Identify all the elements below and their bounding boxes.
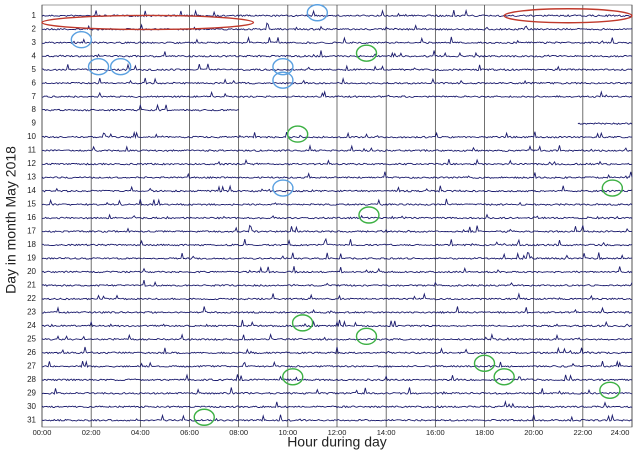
highlight-circle	[355, 44, 378, 62]
highlight-ellipse	[503, 8, 633, 24]
day-trace	[41, 50, 633, 58]
highlight-circle	[272, 57, 294, 76]
day-trace	[42, 237, 633, 247]
y-tick-label: 9	[32, 119, 37, 128]
highlight-circle	[193, 408, 215, 426]
day-trace	[41, 76, 633, 85]
day-trace	[41, 333, 633, 341]
day-trace	[41, 400, 633, 409]
day-trace	[41, 251, 633, 261]
day-trace	[41, 184, 633, 193]
highlight-circle	[599, 381, 621, 399]
y-tick-label: 21	[27, 281, 36, 290]
y-tick-label: 24	[27, 321, 36, 330]
y-tick-label: 4	[32, 51, 37, 60]
y-tick-label: 30	[27, 402, 36, 411]
y-tick-label: 19	[27, 254, 36, 263]
x-tick-label: 18:00	[475, 428, 494, 437]
y-tick-label: 23	[27, 307, 36, 316]
y-tick-label: 16	[27, 213, 36, 222]
x-tick-label: 20:00	[524, 428, 543, 437]
day-trace	[41, 413, 633, 422]
highlight-circle	[282, 368, 304, 386]
highlight-circle	[286, 125, 309, 143]
y-tick-label: 11	[28, 146, 37, 155]
y-tick-label: 2	[32, 24, 37, 33]
day-trace	[41, 158, 633, 166]
y-tick-label: 28	[27, 375, 36, 384]
x-tick-label: 04:00	[131, 428, 150, 437]
highlight-circle	[272, 71, 294, 89]
day-trace	[41, 130, 633, 140]
day-trace	[41, 224, 632, 234]
day-trace	[41, 266, 633, 274]
y-tick-label: 7	[32, 92, 37, 101]
y-tick-label: 31	[27, 415, 36, 424]
day-trace	[41, 279, 633, 287]
x-tick-label: 24:00	[611, 428, 630, 437]
x-tick-label: 12:00	[328, 428, 347, 437]
x-tick-label: 22:00	[573, 428, 592, 437]
y-tick-label: 29	[27, 388, 36, 397]
day-trace	[41, 346, 633, 355]
x-tick-label: 02:00	[82, 428, 101, 437]
highlight-circle	[70, 31, 93, 49]
y-tick-label: 14	[27, 186, 36, 195]
x-tick-label: 06:00	[180, 428, 199, 437]
y-axis-label: Day in month May 2018	[3, 146, 19, 294]
x-tick-label: 08:00	[229, 428, 248, 437]
day-trace	[41, 144, 633, 153]
highlight-circle	[355, 327, 378, 346]
day-trace	[41, 292, 633, 301]
x-axis-label: Hour during day	[287, 434, 387, 450]
y-tick-label: 5	[32, 65, 37, 74]
y-tick-label: 26	[27, 348, 36, 357]
day-trace	[41, 198, 633, 206]
y-tick-label: 1	[32, 11, 37, 20]
y-tick-label: 18	[27, 240, 36, 249]
day-trace	[41, 90, 633, 99]
highlight-circle	[493, 368, 515, 386]
y-tick-label: 12	[27, 159, 36, 168]
day-trace	[41, 171, 633, 180]
y-tick-label: 3	[32, 38, 37, 47]
day-trace	[41, 373, 633, 382]
highlight-circle	[358, 206, 380, 224]
y-tick-label: 27	[27, 361, 36, 370]
highlight-circle	[109, 57, 132, 76]
y-tick-label: 6	[32, 78, 37, 87]
x-tick-label: 14:00	[377, 428, 396, 437]
day-trace	[41, 306, 632, 314]
day-trace	[41, 213, 633, 220]
highlight-circle	[291, 314, 314, 332]
day-trace	[41, 103, 239, 112]
y-tick-label: 10	[27, 132, 36, 141]
highlight-circle	[473, 354, 496, 373]
day-trace	[41, 359, 633, 368]
highlight-circle	[306, 4, 329, 22]
day-trace	[41, 387, 633, 395]
x-tick-label: 00:00	[33, 428, 52, 437]
highlight-ellipse	[41, 14, 255, 31]
day-trace	[41, 36, 633, 45]
y-tick-label: 15	[27, 200, 36, 209]
x-tick-label: 16:00	[426, 428, 445, 437]
y-tick-label: 22	[27, 294, 36, 303]
day-trace	[41, 319, 633, 328]
y-tick-label: 20	[27, 267, 36, 276]
day-trace	[41, 62, 633, 72]
y-tick-label: 25	[27, 334, 36, 343]
highlight-circle	[601, 179, 624, 197]
x-tick-label: 10:00	[278, 428, 297, 437]
highlight-circle	[87, 57, 110, 76]
y-tick-label: 17	[27, 227, 36, 236]
y-tick-label: 13	[27, 173, 36, 182]
y-tick-label: 8	[32, 105, 37, 114]
day-trace	[577, 122, 633, 125]
highlight-circle	[272, 179, 294, 197]
